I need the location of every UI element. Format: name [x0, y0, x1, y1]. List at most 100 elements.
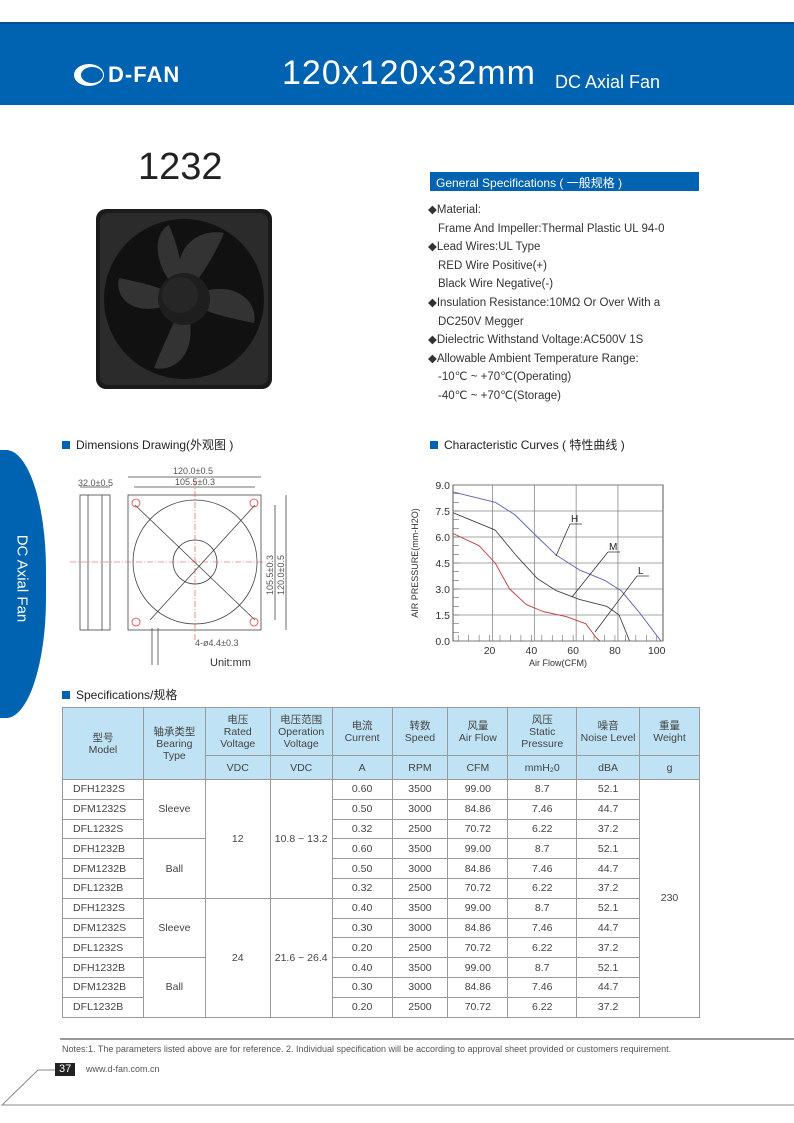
- dim-height-outer: 120.0±0.5: [276, 555, 286, 595]
- spec-line-text: Material:: [436, 204, 481, 216]
- value-cell: 6.22: [507, 818, 578, 840]
- unit-header: RPM: [391, 755, 449, 780]
- value-cell: 44.7: [576, 798, 641, 820]
- spec-line-text: Dielectric Withstand Voltage:AC500V 1S: [436, 334, 644, 347]
- bearing-cell: Ball: [142, 838, 206, 899]
- y-tick-label: 3.0: [435, 584, 450, 596]
- spec-line: RED Wire Positive(+): [428, 257, 664, 276]
- diamond-bullet-icon: ◆: [428, 296, 437, 309]
- bearing-cell: Sleeve: [142, 778, 206, 840]
- square-bullet-icon: [430, 440, 438, 449]
- spec-line-text: -40℃ ~ +70℃(Storage): [438, 389, 562, 402]
- value-cell: 0.60: [331, 779, 393, 800]
- diamond-bullet-icon: ◆: [428, 352, 437, 365]
- column-header: 噪音 Noise Level: [576, 707, 641, 756]
- value-cell: 84.86: [447, 976, 509, 998]
- table-row: DFM1232B 0.50 3000 84.86 7.46 44.7: [62, 858, 700, 879]
- square-bullet-icon: [62, 690, 70, 699]
- spec-line: ◆Lead Wires:UL Type: [428, 238, 664, 257]
- value-cell: 44.7: [576, 917, 641, 939]
- table-row: DFH1232S Sleeve 12 10.8 ~ 13.2 0.60 3500 99.00…: [62, 778, 700, 1018]
- value-cell: 2500: [391, 937, 449, 959]
- value-cell: 6.22: [507, 877, 578, 899]
- header-cn: 轴承类型: [153, 725, 196, 738]
- value-cell: 0.30: [331, 976, 393, 998]
- x-tick-label: 40: [526, 645, 538, 657]
- spec-line: Frame And Impeller:Thermal Plastic UL 94…: [428, 220, 664, 239]
- website-link[interactable]: www.d-fan.com.cn: [86, 1064, 160, 1074]
- y-tick-label: 7.5: [435, 506, 450, 518]
- value-cell: 8.7: [507, 779, 578, 800]
- model-cell: DFM1232B: [62, 976, 144, 998]
- brand-logo: D-FAN: [72, 62, 180, 88]
- curve-H: [452, 491, 662, 642]
- column-header: 型号 Model: [62, 707, 144, 780]
- spec-line: -10℃ ~ +70℃(Operating): [428, 368, 664, 387]
- table-row: DFH1232B Ball 0.60 3500 99.00 8.7 52.1: [62, 838, 700, 899]
- spec-line-text: Black Wire Negative(-): [438, 278, 554, 291]
- model-cell: DFH1232B: [62, 838, 144, 860]
- diamond-bullet-icon: ◆: [428, 334, 437, 347]
- column-header: 风量 Air Flow: [447, 707, 509, 756]
- curves-heading-text: Characteristic Curves ( 特性曲线 ): [444, 438, 625, 452]
- spec-line: ◆Insulation Resistance:10MΩ Or Over With…: [428, 294, 664, 313]
- spec-line: Black Wire Negative(-): [428, 275, 664, 294]
- dimensions-heading-text: Dimensions Drawing(外观图 ): [76, 438, 234, 452]
- curve-M: [452, 512, 631, 642]
- value-cell: 99.00: [447, 779, 509, 800]
- model-cell: DFH1232S: [62, 779, 144, 800]
- header-cn: 转数: [409, 719, 431, 732]
- value-cell: 7.46: [507, 976, 578, 998]
- footer-divider: [60, 1038, 794, 1040]
- value-cell: 2500: [391, 818, 449, 840]
- spec-line: DC250V Megger: [428, 313, 664, 332]
- dim-width-outer: 120.0±0.5: [173, 466, 213, 476]
- specs-heading: Specifications/规格: [62, 686, 177, 703]
- spec-line: ◆Material:: [428, 201, 664, 220]
- unit-header: VDC: [204, 755, 271, 780]
- value-cell: 70.72: [447, 937, 509, 959]
- model-cell: DFM1232B: [62, 858, 144, 879]
- unit-header: mmH₂0: [507, 755, 578, 780]
- spec-line: -40℃ ~ +70℃(Storage): [428, 387, 664, 406]
- model-cell: DFL1232B: [62, 877, 144, 899]
- model-cell: DFL1232S: [62, 818, 144, 840]
- curve-L: [452, 533, 601, 642]
- value-cell: 37.2: [576, 877, 641, 899]
- header-cn: 风压: [531, 713, 553, 726]
- column-header: 电流 Current: [331, 707, 393, 756]
- value-cell: 99.00: [447, 957, 509, 978]
- logo-text: D-FAN: [108, 62, 181, 87]
- side-tab-label: DC Axial Fan: [13, 534, 31, 623]
- unit-header: g: [639, 755, 700, 780]
- model-cell: DFL1232B: [62, 996, 144, 1018]
- product-size-title: 120x120x32mm: [282, 54, 536, 92]
- table-row: DFH1232B Ball 0.40 3500 99.00 8.7 52.1: [62, 957, 700, 1018]
- model-cell: DFM1232S: [62, 798, 144, 820]
- value-cell: 44.7: [576, 858, 641, 879]
- characteristic-curves-chart: 0.0 1.5 3.0 4.5 6.0 7.5 9.0 20 40 60 80 100 Air Flow…: [410, 480, 666, 668]
- footer-notes: Notes:1. The parameters listed above are…: [62, 1044, 672, 1054]
- model-cell: DFM1232S: [62, 917, 144, 939]
- spec-line-text: DC250V Megger: [438, 315, 524, 328]
- unit-label: Unit:mm: [210, 657, 251, 669]
- value-cell: 52.1: [576, 957, 641, 978]
- header-bar: [0, 22, 794, 105]
- model-cell: DFH1232S: [62, 897, 144, 919]
- value-cell: 0.20: [331, 996, 393, 1018]
- value-cell: 70.72: [447, 877, 509, 899]
- value-cell: 3000: [391, 976, 449, 998]
- value-cell: 3000: [391, 858, 449, 879]
- curve-label-H: H: [571, 514, 578, 525]
- weight-cell: 230: [639, 779, 700, 1018]
- unit-header: VDC: [269, 755, 333, 780]
- value-cell: 70.72: [447, 818, 509, 840]
- value-cell: 8.7: [507, 838, 578, 860]
- y-tick-label: 6.0: [435, 532, 450, 544]
- voltage-range-cell: 21.6 ~ 26.4: [269, 897, 333, 1018]
- y-axis-label: AIR PRESSURE(mm-H2O): [410, 508, 420, 618]
- voltage-range-cell: 10.8 ~ 13.2: [269, 779, 333, 899]
- value-cell: 0.40: [331, 957, 393, 978]
- bearing-cell: Ball: [142, 957, 206, 1018]
- value-cell: 99.00: [447, 838, 509, 860]
